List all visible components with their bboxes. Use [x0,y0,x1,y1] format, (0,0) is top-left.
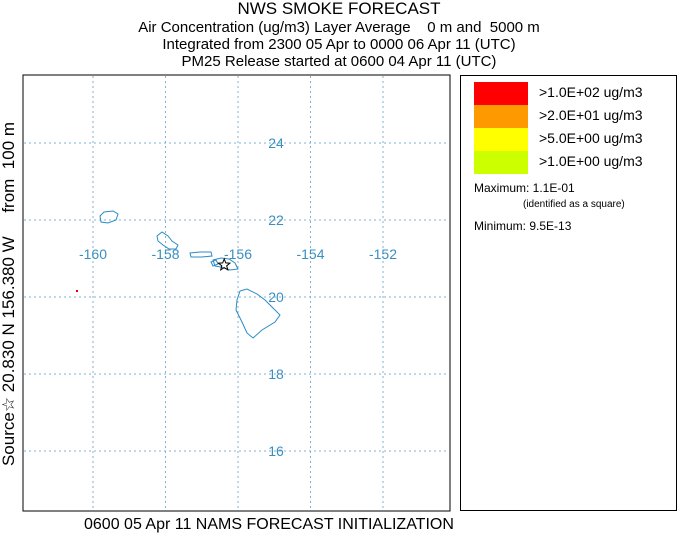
coastlines [99,210,281,339]
legend-swatch [474,82,528,105]
legend-entry: >1.0E+00 ug/m3 [474,151,669,174]
latitude-label: 20 [268,289,284,305]
legend-swatch [474,128,528,151]
legend-label: >5.0E+00 ug/m3 [539,130,643,146]
map-markers [76,257,232,292]
longitude-label: -158 [151,246,179,262]
latitude-label: 16 [268,443,284,459]
legend-swatch [474,105,528,128]
longitude-label: -152 [369,246,397,262]
maximum-square-icon [76,290,78,292]
legend-swatch [474,151,528,174]
legend-label: >2.0E+01 ug/m3 [539,107,643,123]
legend-entry: >2.0E+01 ug/m3 [474,105,669,128]
release-info: PM25 Release started at 0600 04 Apr 11 (… [181,53,497,70]
maximum-value: Maximum: 1.1E-01 [474,181,575,195]
legend-entry: >5.0E+00 ug/m3 [474,128,669,151]
legend-label: >1.0E+02 ug/m3 [539,84,643,100]
legend-entry: >1.0E+02 ug/m3 [474,82,669,105]
minimum-value: Minimum: 9.5E-13 [474,219,572,233]
graticule-labels: -160 -158 -156 -154 -152 24 22 20 18 16 [79,135,397,459]
maui-island [212,257,239,271]
initialization-footer: 0600 05 Apr 11 NAMS FORECAST INITIALIZAT… [84,516,454,533]
longitude-label: -160 [79,246,107,262]
latitude-label: 18 [268,366,284,382]
latitude-label: 22 [268,212,284,228]
forecast-title: NWS SMOKE FORECAST [237,0,441,18]
graticule [24,76,449,510]
longitude-label: -154 [296,246,324,262]
molokai-island [189,251,213,258]
source-star-icon [217,257,232,272]
hawaii-island [235,288,281,339]
latitude-label: 24 [268,135,284,151]
integration-period: Integrated from 2300 05 Apr to 0000 06 A… [162,36,516,53]
concentration-subtitle: Air Concentration (ug/m3) Layer Average … [138,19,540,36]
maximum-note: (identified as a square) [523,199,625,210]
legend-label: >1.0E+00 ug/m3 [539,153,643,169]
kauai-island [99,210,119,224]
longitude-label: -156 [224,246,252,262]
oahu-island [156,231,179,250]
map-frame [22,74,451,512]
lanai-island [210,259,219,267]
legend-panel: >1.0E+02 ug/m3 >2.0E+01 ug/m3 >5.0E+00 u… [460,75,677,511]
source-location-label: Source☆ 20.830 N 156.380 W from 100 m [0,121,18,467]
